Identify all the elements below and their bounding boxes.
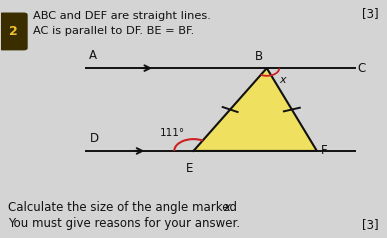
Text: F: F bbox=[321, 144, 327, 158]
Text: Calculate the size of the angle marked: Calculate the size of the angle marked bbox=[9, 201, 241, 214]
FancyBboxPatch shape bbox=[0, 13, 28, 50]
Text: .: . bbox=[230, 201, 234, 214]
Text: [3]: [3] bbox=[362, 218, 378, 231]
Text: C: C bbox=[357, 62, 366, 75]
Text: B: B bbox=[255, 50, 263, 63]
Text: You must give reasons for your answer.: You must give reasons for your answer. bbox=[9, 217, 241, 230]
Text: E: E bbox=[186, 162, 194, 175]
Text: D: D bbox=[89, 132, 99, 145]
Polygon shape bbox=[194, 68, 317, 151]
Text: x: x bbox=[279, 75, 286, 85]
Text: [3]: [3] bbox=[362, 7, 378, 20]
Text: AC is parallel to DF. BE = BF.: AC is parallel to DF. BE = BF. bbox=[33, 25, 195, 35]
Text: ABC and DEF are straight lines.: ABC and DEF are straight lines. bbox=[33, 11, 211, 21]
Text: x: x bbox=[224, 201, 231, 214]
Text: 2: 2 bbox=[9, 25, 17, 38]
Text: A: A bbox=[89, 49, 98, 62]
Text: 111°: 111° bbox=[160, 128, 185, 138]
